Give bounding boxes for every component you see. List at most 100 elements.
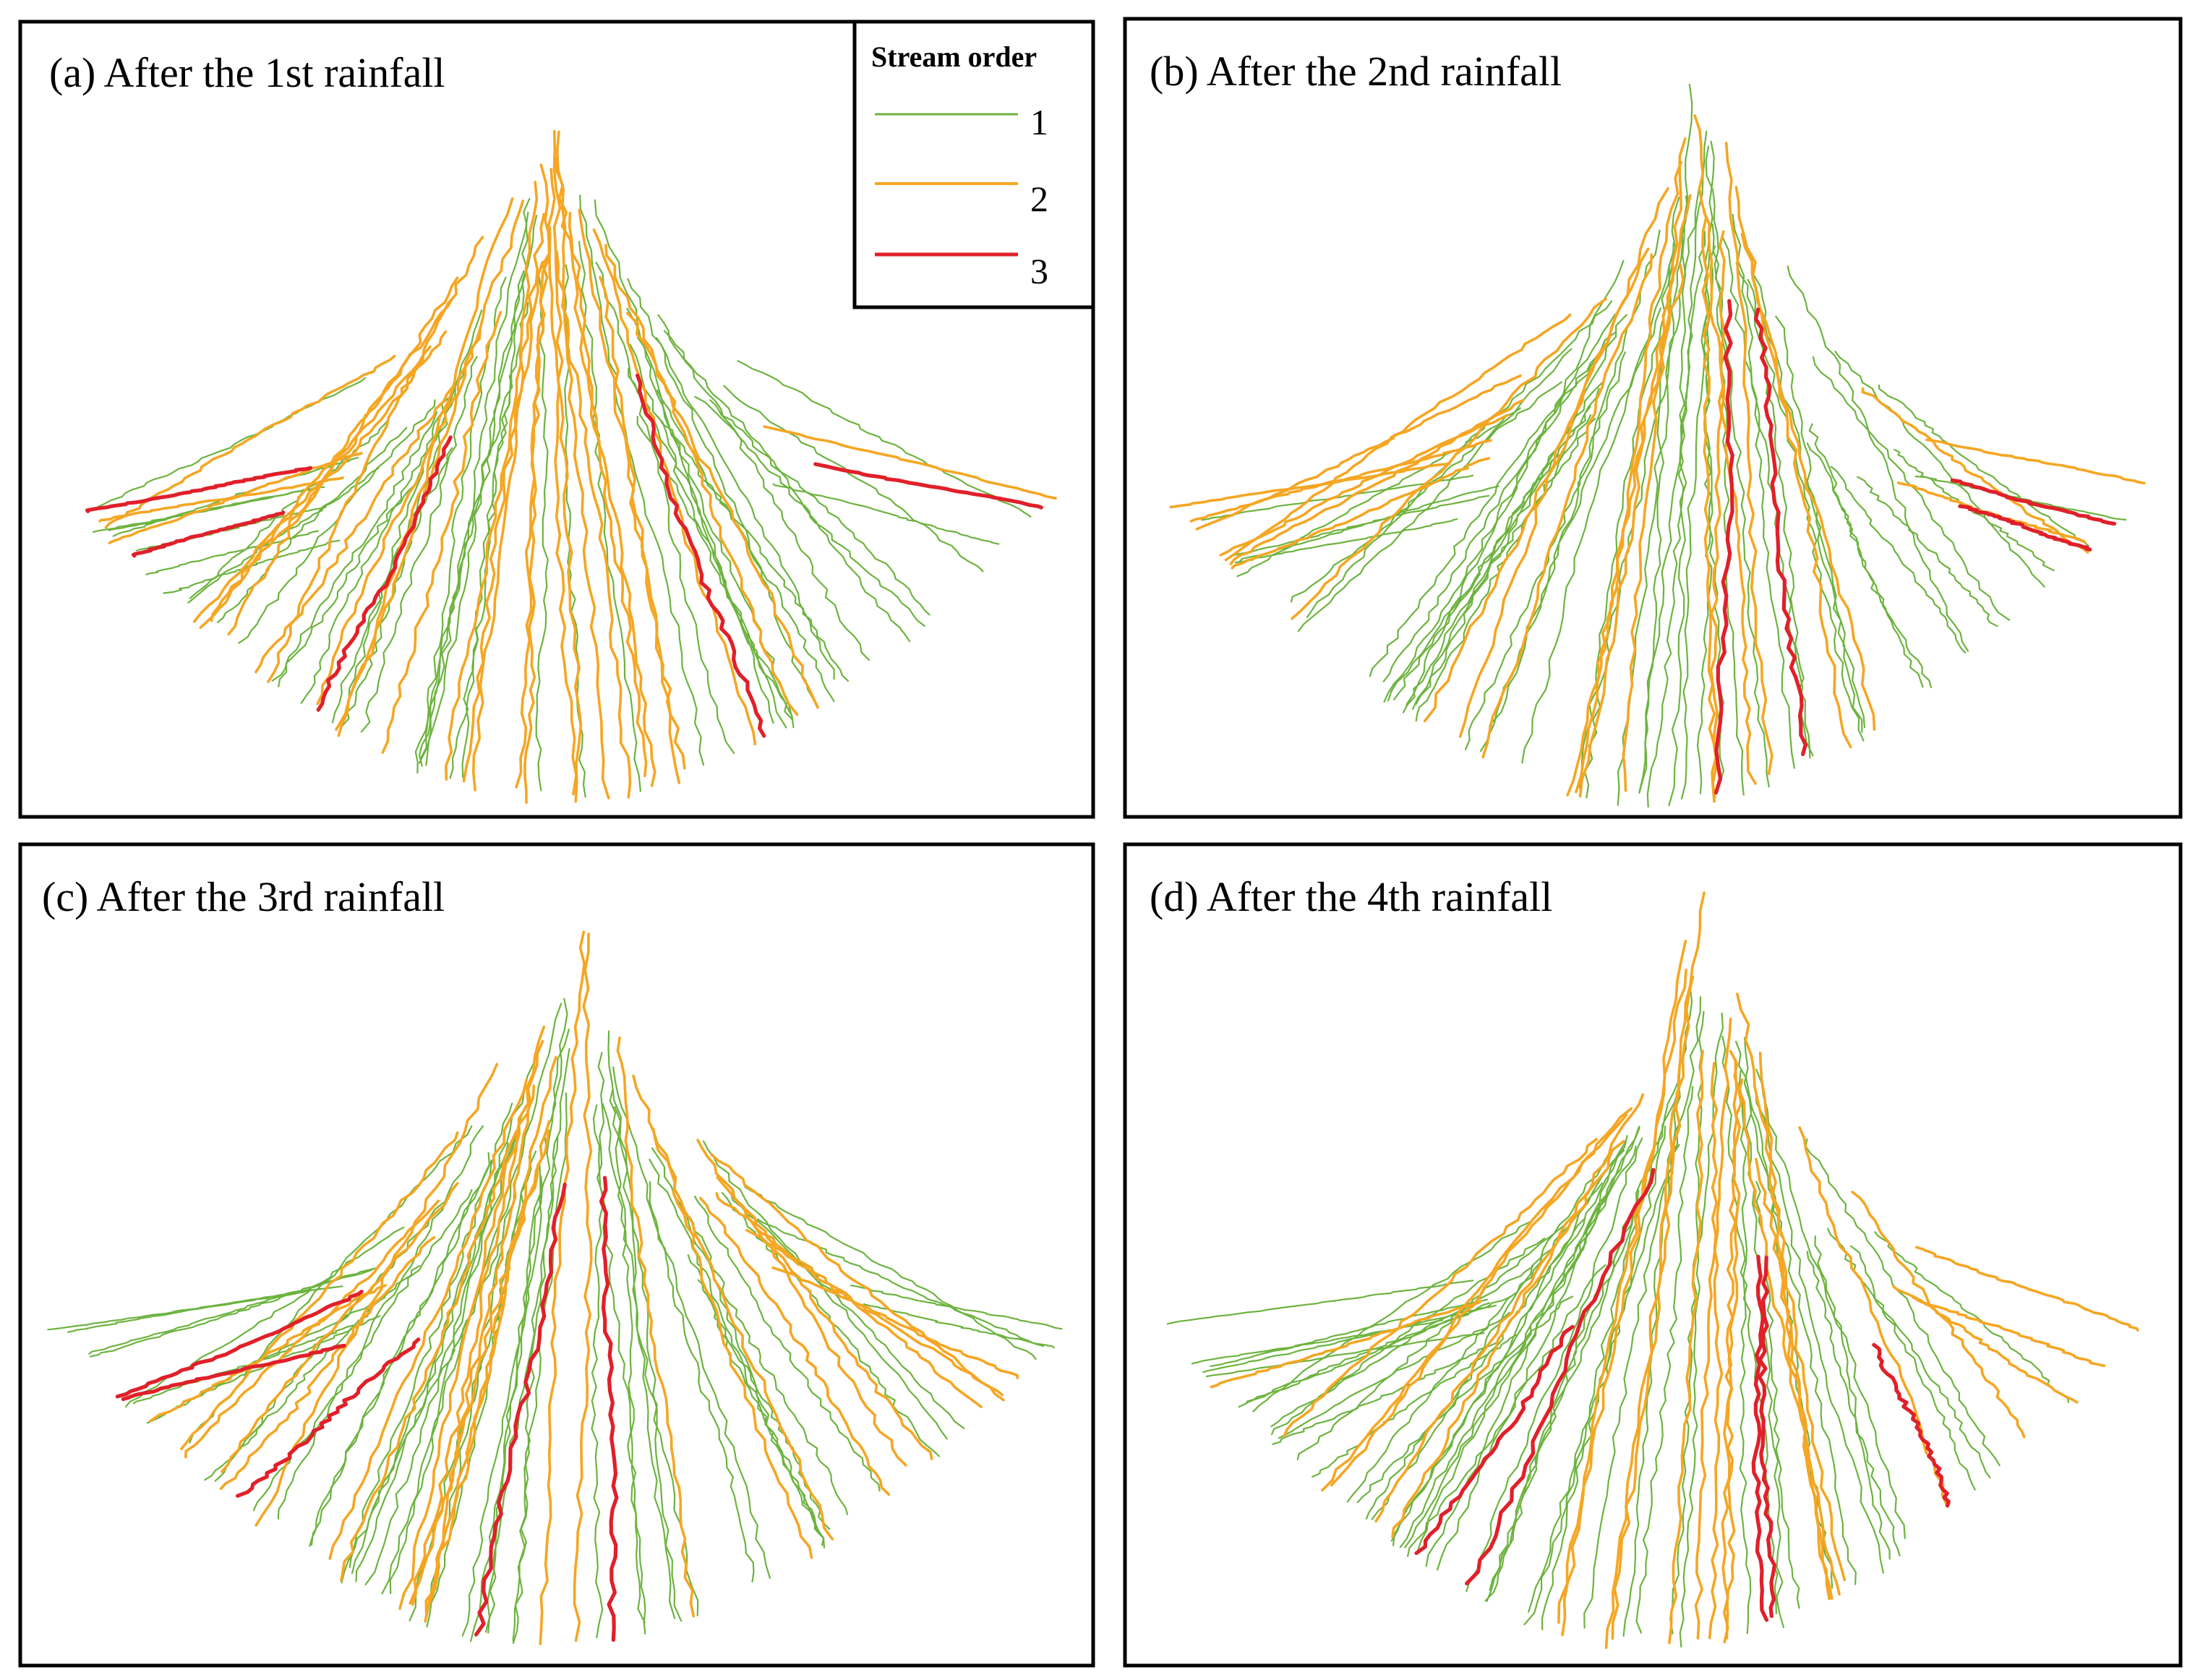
stream-order-1-c-43 bbox=[461, 1175, 543, 1637]
stream-order-3-d-77 bbox=[1758, 1256, 1776, 1619]
stream-order-2-c-52 bbox=[632, 1074, 834, 1540]
stream-order-2-a-52 bbox=[515, 168, 556, 789]
stream-order-2-c-60 bbox=[148, 1284, 388, 1423]
stream-order-2-d-54 bbox=[1210, 1300, 1482, 1389]
stream-order-3-d-78 bbox=[1465, 1167, 1656, 1586]
stream-order-1-d-49 bbox=[1437, 1141, 1626, 1571]
stream-order-1-a-10 bbox=[659, 418, 850, 682]
stream-order-2-d-61 bbox=[1611, 975, 1695, 1640]
stream-order-3-b-75 bbox=[1958, 504, 2092, 552]
stream-order-1-a-5 bbox=[663, 330, 911, 643]
stream-order-1-d-36 bbox=[1166, 1280, 1474, 1325]
stream-order-2-b-67 bbox=[1231, 457, 1491, 570]
stream-order-2-b-58 bbox=[1224, 313, 1572, 562]
stream-order-2-a-74 bbox=[445, 213, 546, 781]
stream-order-2-a-66 bbox=[337, 200, 525, 737]
stream-order-2-c-59 bbox=[408, 1129, 550, 1605]
stream-order-1-b-23 bbox=[1834, 351, 2045, 588]
stream-order-1-c-10 bbox=[592, 1104, 646, 1624]
stream-order-2-c-66 bbox=[219, 1235, 436, 1491]
panel-b-streams bbox=[1169, 83, 2146, 808]
stream-order-3-b-74 bbox=[1713, 299, 1734, 795]
panel-c-frame bbox=[18, 842, 1095, 1668]
stream-order-1-a-19 bbox=[461, 211, 529, 779]
stream-order-1-b-34 bbox=[1290, 381, 1562, 603]
stream-order-1-c-38 bbox=[277, 1125, 484, 1520]
stream-order-3-a-77 bbox=[636, 373, 766, 738]
stream-order-1-b-38 bbox=[1732, 213, 1795, 769]
stream-order-2-d-74 bbox=[1668, 1050, 1704, 1645]
stream-order-1-d-50 bbox=[1486, 1189, 1640, 1603]
stream-order-1-c-18 bbox=[484, 1047, 570, 1633]
stream-order-1-c-48 bbox=[364, 1132, 518, 1586]
stream-order-1-b-11 bbox=[1638, 130, 1708, 793]
panel-a: (a) After the 1st rainfall Stream order … bbox=[18, 20, 1095, 819]
panel-d-frame bbox=[1123, 842, 2183, 1668]
stream-order-1-b-39 bbox=[1878, 384, 2089, 547]
legend-label-order-3: 3 bbox=[1030, 251, 1048, 291]
stream-order-2-a-61 bbox=[763, 425, 1057, 500]
stream-order-1-a-43 bbox=[772, 483, 1000, 545]
stream-order-2-c-57 bbox=[424, 1084, 536, 1618]
stream-order-2-d-75 bbox=[1892, 1285, 2079, 1404]
stream-order-2-a-69 bbox=[539, 163, 578, 796]
stream-order-1-c-40 bbox=[381, 1106, 526, 1595]
panel-a-streams bbox=[85, 129, 1057, 804]
stream-order-2-b-53 bbox=[1578, 194, 1692, 798]
stream-order-1-d-22 bbox=[1874, 1231, 2070, 1403]
stream-order-2-c-68 bbox=[696, 1139, 907, 1467]
stream-order-2-b-57 bbox=[1622, 137, 1687, 792]
stream-order-1-c-7 bbox=[591, 1052, 605, 1639]
stream-order-2-a-58 bbox=[462, 260, 544, 783]
stream-order-3-c-80 bbox=[115, 1290, 364, 1399]
stream-order-2-c-69 bbox=[771, 1266, 1019, 1379]
stream-order-2-d-66 bbox=[1798, 1126, 1949, 1508]
stream-order-1-a-24 bbox=[360, 356, 478, 733]
stream-order-1-b-31 bbox=[1705, 145, 1745, 796]
stream-order-1-b-7 bbox=[1775, 315, 1866, 729]
stream-order-1-c-8 bbox=[389, 1142, 525, 1595]
stream-order-3-a-76 bbox=[131, 510, 286, 558]
stream-order-1-c-29 bbox=[744, 1186, 1037, 1360]
stream-order-2-c-75 bbox=[716, 1175, 933, 1460]
stream-order-1-b-46 bbox=[1382, 343, 1606, 682]
legend: Stream order 1 2 3 bbox=[852, 20, 1095, 309]
stream-order-1-d-44 bbox=[1252, 1203, 1552, 1413]
stream-order-2-a-54 bbox=[625, 312, 819, 709]
stream-order-1-b-44 bbox=[1914, 475, 2127, 521]
stream-order-1-d-46 bbox=[1296, 1219, 1570, 1461]
stream-order-1-c-34 bbox=[649, 1180, 755, 1582]
stream-order-2-b-56 bbox=[1724, 142, 1773, 776]
stream-order-2-a-46 bbox=[523, 226, 552, 804]
stream-order-1-d-30 bbox=[1635, 1086, 1694, 1634]
stream-order-2-a-47 bbox=[554, 156, 656, 787]
stream-order-1-a-0 bbox=[300, 382, 455, 704]
stream-order-1-b-1 bbox=[1521, 249, 1675, 764]
stream-order-1-d-29 bbox=[1805, 1138, 2001, 1467]
stream-order-3-c-78 bbox=[236, 1337, 421, 1498]
stream-order-1-b-40 bbox=[1232, 494, 1490, 557]
stream-order-2-b-64 bbox=[1896, 481, 2087, 544]
stream-order-1-a-35 bbox=[656, 337, 835, 680]
stream-order-3-a-78 bbox=[813, 462, 1043, 510]
stream-order-2-a-56 bbox=[98, 476, 345, 523]
stream-order-2-a-57 bbox=[592, 228, 757, 746]
stream-order-2-a-65 bbox=[552, 129, 583, 803]
stream-order-2-d-64 bbox=[1758, 1051, 1831, 1600]
stream-order-2-b-73 bbox=[1703, 210, 1757, 785]
stream-order-1-b-15 bbox=[1393, 406, 1591, 700]
stream-order-3-c-81 bbox=[474, 1183, 567, 1637]
stream-order-2-c-77 bbox=[710, 1153, 1005, 1402]
stream-order-2-b-70 bbox=[1458, 187, 1669, 738]
panel-b: (b) After the 2nd rainfall bbox=[1123, 17, 2183, 819]
stream-order-1-c-37 bbox=[609, 1088, 646, 1635]
stream-order-3-d-80 bbox=[1414, 1324, 1575, 1556]
stream-order-1-a-4 bbox=[629, 343, 774, 724]
stream-order-1-d-38 bbox=[1738, 1070, 1752, 1634]
stream-order-2-b-66 bbox=[1925, 438, 2146, 485]
stream-order-2-c-55 bbox=[699, 1196, 891, 1496]
stream-order-1-b-8 bbox=[1369, 332, 1616, 677]
stream-order-2-b-51 bbox=[1861, 387, 2089, 554]
stream-order-2-a-71 bbox=[555, 130, 610, 800]
